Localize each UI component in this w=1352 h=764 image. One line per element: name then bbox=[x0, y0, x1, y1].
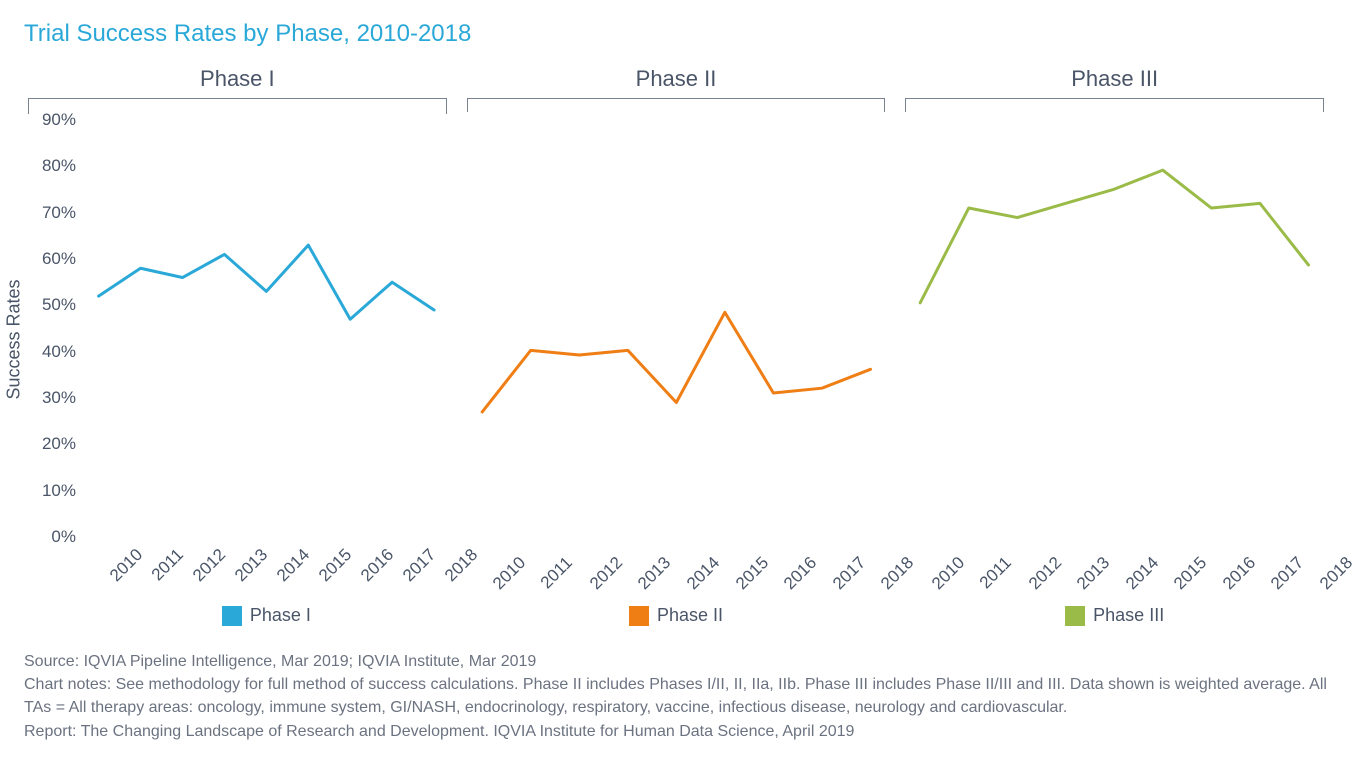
y-tick: 0% bbox=[51, 527, 76, 547]
plot-area bbox=[463, 118, 890, 545]
legend-label: Phase II bbox=[657, 605, 723, 626]
y-tick: 90% bbox=[42, 110, 76, 130]
y-axis-label: Success Rates bbox=[4, 279, 25, 399]
panel-title: Phase III bbox=[901, 66, 1328, 92]
chart-panel: Phase III 201020112012201320142015201620… bbox=[901, 66, 1328, 626]
x-axis: 201020112012201320142015201620172018 bbox=[82, 537, 451, 595]
chart-panel: Phase ISuccess Rates0%10%20%30%40%50%60%… bbox=[24, 66, 451, 626]
x-tick: 2011 bbox=[147, 545, 187, 585]
panel-bracket bbox=[28, 98, 447, 114]
y-tick: 80% bbox=[42, 156, 76, 176]
legend: Phase II bbox=[463, 605, 890, 626]
x-tick: 2013 bbox=[1073, 553, 1114, 594]
legend: Phase I bbox=[82, 605, 451, 626]
x-tick: 2017 bbox=[1267, 553, 1308, 594]
chart-panel: Phase II 2010201120122013201420152016201… bbox=[463, 66, 890, 626]
legend-label: Phase I bbox=[250, 605, 311, 626]
x-tick: 2012 bbox=[190, 545, 231, 586]
x-tick: 2013 bbox=[231, 545, 272, 586]
y-tick: 50% bbox=[42, 295, 76, 315]
x-tick: 2014 bbox=[273, 545, 314, 586]
legend: Phase III bbox=[901, 605, 1328, 626]
chart-title: Trial Success Rates by Phase, 2010-2018 bbox=[24, 20, 1328, 48]
y-tick: 30% bbox=[42, 388, 76, 408]
footer-report: Report: The Changing Landscape of Resear… bbox=[24, 720, 1328, 743]
x-tick: 2016 bbox=[1219, 553, 1260, 594]
footer-notes: Chart notes: See methodology for full me… bbox=[24, 673, 1328, 719]
x-tick: 2015 bbox=[1170, 553, 1211, 594]
x-tick: 2013 bbox=[635, 553, 676, 594]
x-tick: 2015 bbox=[732, 553, 773, 594]
x-tick: 2017 bbox=[829, 553, 870, 594]
x-tick: 2012 bbox=[1025, 553, 1066, 594]
x-tick: 2016 bbox=[780, 553, 821, 594]
x-tick: 2012 bbox=[586, 553, 627, 594]
x-tick: 2010 bbox=[489, 553, 530, 594]
plot-area bbox=[901, 118, 1328, 545]
y-tick: 70% bbox=[42, 203, 76, 223]
legend-swatch bbox=[1065, 606, 1085, 626]
y-axis: Success Rates0%10%20%30%40%50%60%70%80%9… bbox=[24, 120, 82, 537]
footer-source: Source: IQVIA Pipeline Intelligence, Mar… bbox=[24, 650, 1328, 673]
x-tick: 2018 bbox=[1316, 553, 1352, 594]
x-axis: 201020112012201320142015201620172018 bbox=[463, 545, 890, 595]
y-tick: 10% bbox=[42, 481, 76, 501]
y-tick: 60% bbox=[42, 249, 76, 269]
panel-title: Phase I bbox=[24, 66, 451, 92]
x-tick: 2011 bbox=[976, 553, 1016, 593]
x-tick: 2010 bbox=[106, 545, 147, 586]
x-tick: 2011 bbox=[537, 553, 577, 593]
chart-footer: Source: IQVIA Pipeline Intelligence, Mar… bbox=[24, 650, 1328, 743]
x-axis: 201020112012201320142015201620172018 bbox=[901, 545, 1328, 595]
panel-title: Phase II bbox=[463, 66, 890, 92]
legend-swatch bbox=[222, 606, 242, 626]
x-tick: 2016 bbox=[357, 545, 398, 586]
chart-panels: Phase ISuccess Rates0%10%20%30%40%50%60%… bbox=[24, 66, 1328, 626]
legend-swatch bbox=[629, 606, 649, 626]
panel-bracket bbox=[467, 98, 886, 112]
legend-label: Phase III bbox=[1093, 605, 1164, 626]
x-tick: 2010 bbox=[928, 553, 969, 594]
y-tick: 20% bbox=[42, 434, 76, 454]
plot-area bbox=[82, 120, 451, 537]
x-tick: 2014 bbox=[1122, 553, 1163, 594]
y-tick: 40% bbox=[42, 342, 76, 362]
x-tick: 2015 bbox=[315, 545, 356, 586]
panel-bracket bbox=[905, 98, 1324, 112]
x-tick: 2014 bbox=[683, 553, 724, 594]
x-tick: 2017 bbox=[399, 545, 440, 586]
